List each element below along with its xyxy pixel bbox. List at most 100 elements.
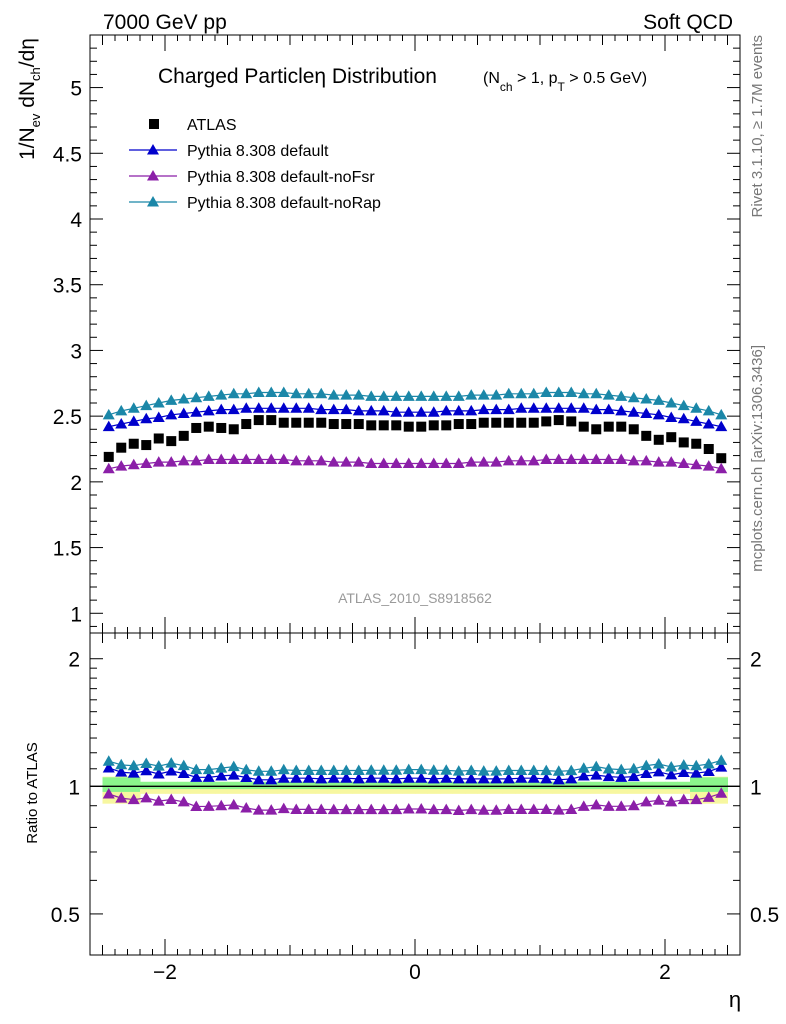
data-point-atlas	[191, 422, 202, 433]
ratio-point-pythia-default	[527, 772, 540, 783]
data-uncertainty-band-green	[115, 777, 128, 792]
data-point-pythia-default	[190, 406, 203, 417]
data-point-atlas	[578, 421, 589, 432]
data-point-atlas	[178, 430, 189, 441]
ratio-point-pythia-default	[540, 772, 553, 784]
ratio-point-pythia-nofsr	[365, 803, 378, 815]
data-point-pythia-default	[665, 411, 678, 422]
ratio-point-pythia-default	[202, 771, 215, 782]
ratio-point-pythia-norap	[227, 760, 240, 772]
data-point-pythia-nofsr	[102, 462, 115, 474]
data-point-pythia-norap	[102, 408, 115, 420]
data-point-pythia-nofsr	[702, 460, 715, 471]
data-point-pythia-nofsr	[140, 457, 153, 468]
data-uncertainty-band-green	[352, 781, 366, 790]
data-uncertainty-band-green	[140, 781, 153, 790]
data-point-pythia-default	[590, 403, 603, 415]
ratio-point-pythia-nofsr	[402, 803, 415, 814]
ratio-point-pythia-nofsr	[465, 803, 478, 815]
data-point-atlas	[353, 419, 364, 430]
data-uncertainty-band-green	[165, 781, 178, 790]
ratio-point-pythia-norap	[652, 757, 665, 769]
data-point-pythia-nofsr	[390, 457, 403, 468]
data-uncertainty-band-green	[227, 781, 241, 790]
ratio-point-pythia-nofsr	[327, 803, 340, 815]
main-subtitle: (Nch > 1, pT > 0.5 GeV)	[483, 70, 647, 94]
data-point-pythia-nofsr	[402, 457, 415, 468]
data-point-pythia-nofsr	[502, 454, 515, 466]
ratio-point-pythia-nofsr	[290, 803, 303, 814]
data-point-atlas	[703, 444, 714, 454]
ratio-point-pythia-norap	[402, 763, 415, 775]
data-point-pythia-nofsr	[302, 454, 315, 466]
data-point-atlas	[341, 419, 352, 430]
data-point-pythia-default	[227, 403, 240, 415]
data-point-pythia-default	[615, 404, 628, 416]
ratio-point-pythia-default	[515, 772, 528, 783]
ratio-point-pythia-norap	[202, 763, 215, 775]
ratio-point-pythia-default	[165, 764, 178, 776]
data-point-pythia-default	[540, 402, 553, 413]
ratio-point-pythia-nofsr	[690, 793, 703, 805]
legend-label-pythia-norap: Pythia 8.308 default-noRap	[187, 195, 381, 212]
data-point-pythia-nofsr	[602, 453, 615, 465]
data-point-pythia-norap	[415, 390, 428, 401]
data-uncertainty-band-green	[215, 781, 228, 790]
data-point-pythia-norap	[152, 397, 165, 408]
data-point-pythia-nofsr	[652, 456, 665, 467]
data-point-pythia-nofsr	[690, 458, 703, 470]
ratio-point-pythia-default	[140, 764, 153, 776]
data-point-atlas	[303, 417, 314, 428]
data-point-pythia-default	[377, 404, 390, 416]
main-y-tick-label: 1	[70, 603, 82, 626]
data-point-pythia-nofsr	[277, 453, 290, 465]
data-uncertainty-band-green	[540, 781, 553, 790]
main-y-tick-label: 5	[70, 78, 82, 101]
data-point-pythia-nofsr	[527, 454, 540, 466]
data-point-pythia-norap	[315, 387, 328, 399]
data-point-pythia-default	[415, 406, 428, 417]
data-uncertainty-band-green	[465, 781, 478, 790]
ratio-point-pythia-default	[127, 767, 140, 778]
data-uncertainty-band-green	[665, 781, 678, 790]
ratio-point-pythia-nofsr	[665, 795, 678, 807]
data-point-pythia-norap	[227, 387, 240, 399]
x-tick-label: 2	[659, 961, 671, 984]
ratio-point-pythia-nofsr	[152, 795, 165, 806]
data-point-atlas	[528, 417, 539, 428]
data-point-atlas	[666, 432, 677, 443]
ratio-point-pythia-default	[102, 761, 115, 773]
data-point-pythia-norap	[265, 386, 278, 397]
ratio-point-pythia-norap	[527, 764, 540, 775]
legend-label-pythia-default: Pythia 8.308 default	[187, 143, 329, 160]
data-point-atlas	[291, 417, 302, 428]
data-uncertainty-band-green	[652, 781, 666, 790]
data-point-atlas	[141, 440, 152, 451]
data-point-pythia-nofsr	[452, 457, 465, 468]
ratio-point-pythia-nofsr	[640, 795, 653, 807]
data-point-pythia-norap	[652, 394, 665, 405]
ratio-point-pythia-norap	[502, 764, 515, 775]
data-uncertainty-band-green	[627, 781, 641, 790]
data-point-atlas	[716, 453, 727, 464]
data-point-pythia-norap	[702, 404, 715, 416]
data-point-atlas	[453, 419, 464, 430]
ratio-point-pythia-default	[240, 771, 253, 783]
data-point-pythia-nofsr	[252, 453, 265, 465]
data-uncertainty-band-green	[252, 781, 266, 790]
ratio-point-pythia-norap	[615, 763, 628, 775]
data-point-pythia-norap	[302, 387, 315, 399]
data-point-pythia-norap	[290, 387, 303, 399]
ratio-point-pythia-nofsr	[302, 803, 315, 814]
data-point-pythia-default	[165, 408, 178, 420]
data-point-atlas	[441, 420, 452, 431]
data-point-atlas	[116, 442, 127, 453]
ratio-point-pythia-nofsr	[452, 804, 465, 815]
data-point-pythia-default	[340, 403, 353, 415]
ratio-point-pythia-nofsr	[602, 800, 615, 811]
ratio-point-pythia-default	[115, 766, 128, 777]
data-point-pythia-default	[477, 403, 490, 415]
data-uncertainty-band-green	[152, 781, 166, 790]
ratio-point-pythia-default	[215, 769, 228, 781]
